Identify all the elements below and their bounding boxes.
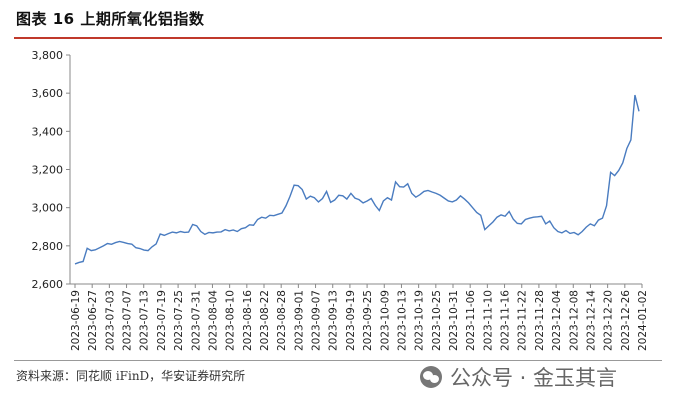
- x-tick-label: 2023-08-04: [207, 290, 219, 351]
- x-tick-label: 2023-11-10: [482, 290, 494, 351]
- x-tick-label: 2023-08-10: [225, 290, 237, 351]
- x-tick-label: 2023-10-19: [414, 290, 426, 351]
- x-tick-label: 2023-09-25: [362, 290, 374, 351]
- x-tick-label: 2023-07-13: [139, 290, 151, 351]
- x-tick-label: 2023-09-19: [345, 290, 357, 351]
- watermark: 公众号 · 金玉其言: [420, 362, 617, 392]
- wechat-icon: [420, 366, 442, 388]
- x-tick-label: 2024-01-02: [637, 290, 649, 351]
- y-tick-label: 3,400: [32, 125, 64, 138]
- y-axis-ticks: 2,600 2,800 3,000 3,200 3,400 3,600 3,800: [32, 49, 70, 291]
- x-tick-label: 2023-07-07: [122, 290, 134, 351]
- x-tick-label: 2023-07-31: [190, 290, 202, 351]
- x-tick-label: 2023-06-19: [70, 290, 82, 351]
- y-tick-label: 3,600: [32, 87, 64, 100]
- y-tick-label: 2,800: [32, 240, 64, 253]
- y-tick-label: 3,000: [32, 202, 64, 215]
- x-tick-label: 2023-10-13: [396, 290, 408, 351]
- line-chart: 2,600 2,800 3,000 3,200 3,400 3,600 3,800 2023…: [32, 49, 650, 351]
- x-tick-label: 2023-10-31: [448, 290, 460, 351]
- x-tick-label: 2023-07-25: [173, 290, 185, 351]
- x-tick-label: 2023-12-20: [603, 290, 615, 351]
- chart-title: 图表 16 上期所氧化铝指数: [16, 10, 205, 28]
- x-tick-label: 2023-06-27: [87, 290, 99, 351]
- x-tick-label: 2023-08-22: [259, 290, 271, 351]
- x-tick-label: 2023-09-07: [311, 290, 323, 351]
- y-tick-label: 3,800: [32, 49, 64, 62]
- x-tick-label: 2023-12-04: [551, 290, 563, 351]
- x-axis-ticks: 2023-06-19 2023-06-27 2023-07-03 2023-07-07…: [70, 284, 649, 351]
- watermark-text: 公众号 · 金玉其言: [450, 366, 618, 390]
- x-tick-label: 2023-11-22: [517, 290, 529, 351]
- source-note: 资料来源：同花顺 iFinD，华安证券研究所: [16, 369, 246, 383]
- series-line: [74, 94, 640, 265]
- x-tick-label: 2023-07-19: [156, 290, 168, 351]
- x-tick-label: 2023-12-26: [620, 290, 632, 351]
- x-tick-label: 2023-09-13: [328, 290, 340, 351]
- chart-axes: [69, 55, 642, 285]
- x-tick-label: 2023-12-08: [568, 290, 580, 351]
- x-tick-label: 2023-10-25: [431, 290, 443, 351]
- title-divider: [14, 37, 662, 39]
- x-tick-label: 2023-11-06: [465, 290, 477, 351]
- x-tick-label: 2023-08-28: [276, 290, 288, 351]
- x-tick-label: 2023-09-01: [293, 290, 305, 351]
- footer-divider: [14, 360, 662, 361]
- x-tick-label: 2023-07-03: [104, 290, 116, 351]
- x-tick-label: 2023-11-28: [534, 290, 546, 351]
- x-tick-label: 2023-08-16: [242, 290, 254, 351]
- x-tick-label: 2023-11-16: [500, 290, 512, 351]
- x-tick-label: 2023-12-14: [585, 290, 597, 351]
- x-tick-label: 2023-10-09: [379, 290, 391, 351]
- y-tick-label: 2,600: [32, 278, 64, 291]
- y-tick-label: 3,200: [32, 164, 64, 177]
